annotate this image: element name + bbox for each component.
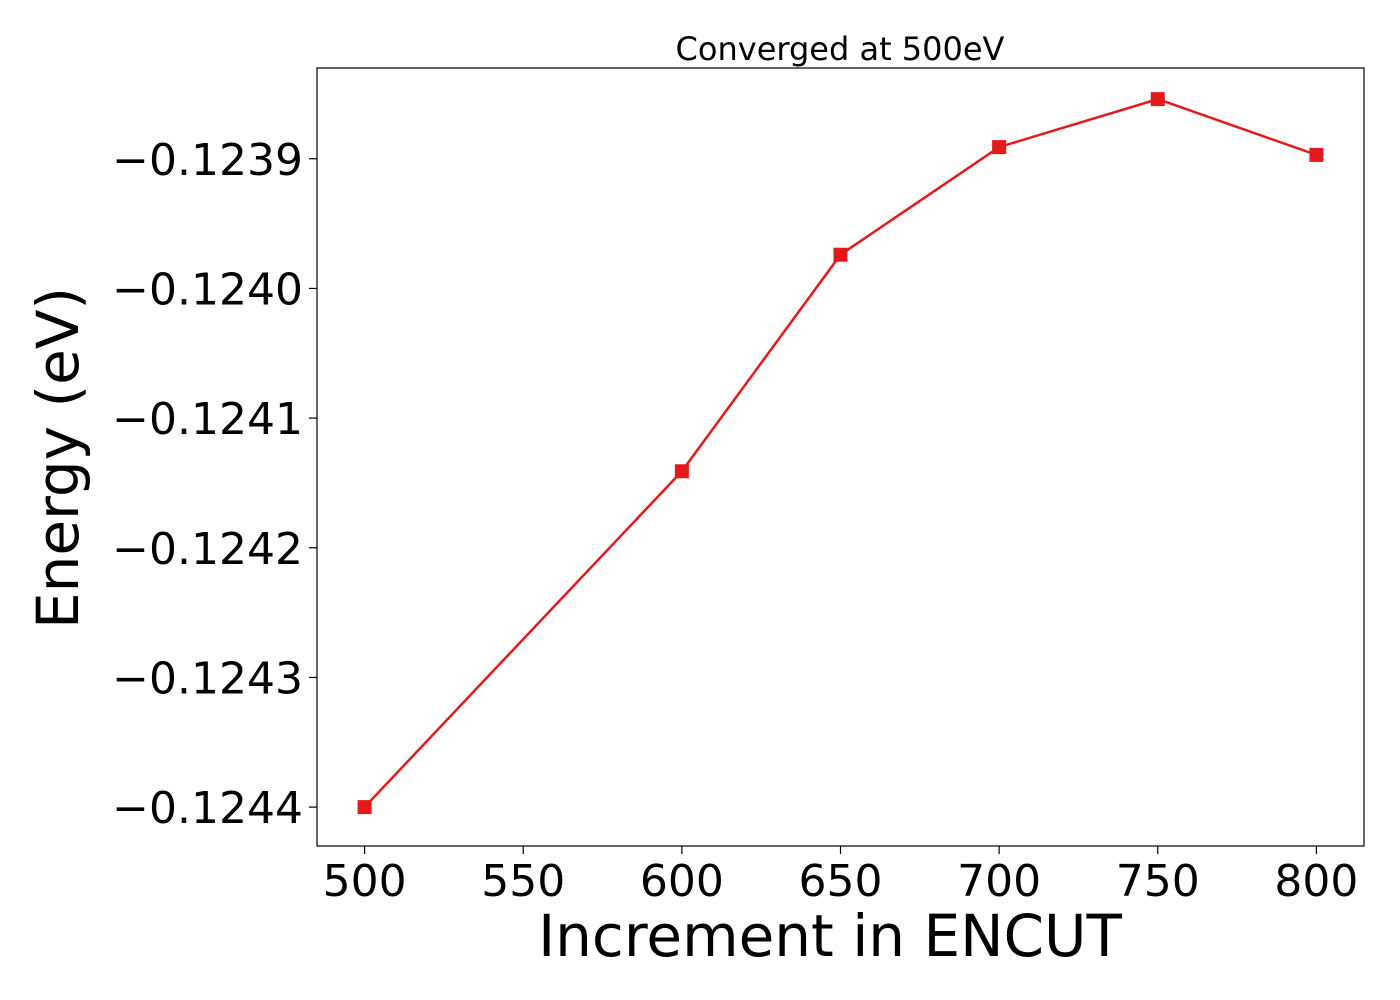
y-ticks: −0.1244 −0.1243 −0.1242 −0.1241 −0.1240 −0.12… [112, 135, 317, 834]
data-point [992, 140, 1007, 155]
data-point [1309, 147, 1324, 162]
series-group [357, 92, 1324, 815]
data-point [833, 247, 848, 262]
y-tick-label: −0.1241 [112, 394, 303, 445]
x-tick-label: 700 [957, 856, 1041, 907]
y-tick-label: −0.1244 [112, 783, 303, 834]
x-tick-label: 650 [799, 856, 883, 907]
x-axis-label: Increment in ENCUT [538, 902, 1122, 970]
x-tick-label: 550 [481, 856, 565, 907]
data-point [357, 800, 372, 815]
x-ticks: 500 550 600 650 700 750 800 [323, 846, 1358, 907]
data-point [674, 464, 689, 479]
plot-frame [316, 67, 1365, 847]
data-point [1150, 92, 1165, 107]
x-tick-label: 500 [323, 856, 407, 907]
x-tick-label: 800 [1274, 856, 1358, 907]
y-tick-label: −0.1240 [112, 264, 303, 315]
y-tick-label: −0.1243 [112, 653, 303, 704]
axes [316, 67, 1365, 847]
x-tick-label: 750 [1116, 856, 1200, 907]
y-tick-label: −0.1239 [112, 135, 303, 186]
y-axis-label: Energy (eV) [24, 287, 92, 629]
y-tick-label: −0.1242 [112, 524, 303, 575]
x-tick-label: 600 [640, 856, 724, 907]
series-line [363, 97, 1317, 808]
chart-title: Converged at 500eV [676, 30, 1005, 68]
